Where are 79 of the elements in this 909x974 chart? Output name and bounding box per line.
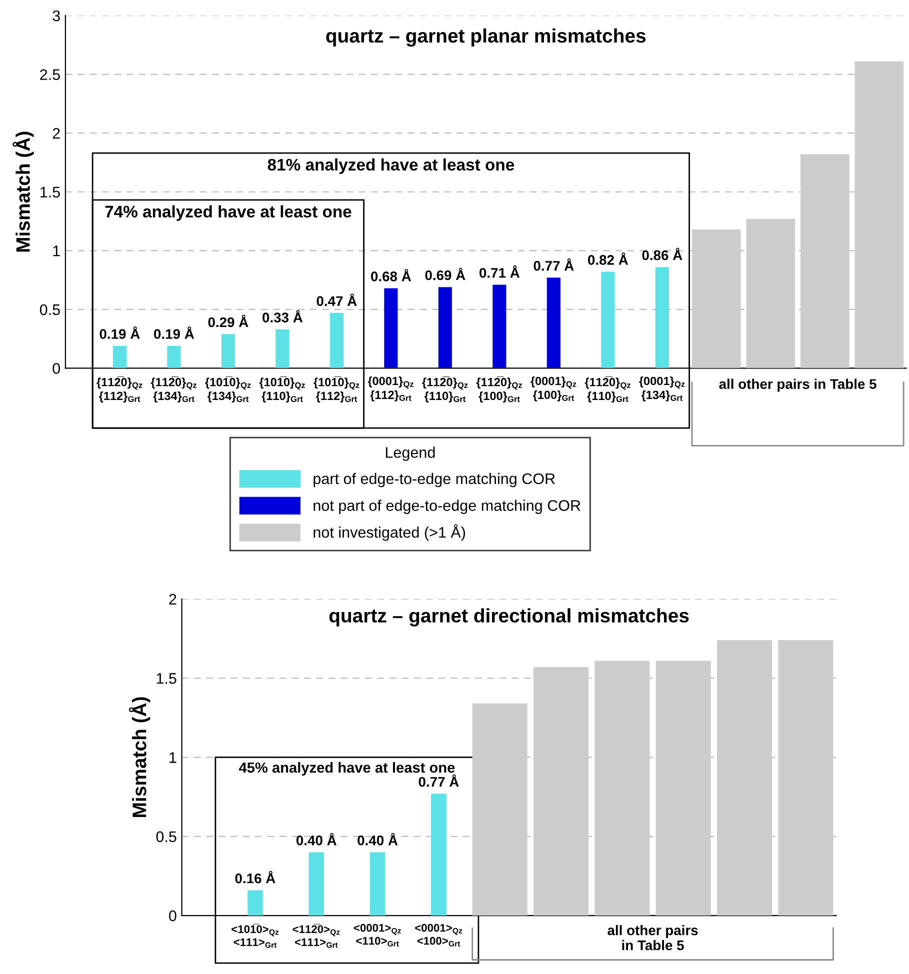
x-tick-label: {112̅0}$_{Qz}$ {112}$_{Grt}$ [96, 376, 142, 402]
data-label: 0.40 Å [358, 832, 398, 846]
bar [221, 334, 235, 368]
legend-label: not investigated (>1 Å) [314, 524, 466, 541]
bar [778, 640, 834, 916]
text: all other pairs in Table 5 [608, 925, 698, 950]
annotation: 74% analyzed have at least one [105, 205, 352, 221]
bar [431, 794, 446, 916]
x-tick-label: <112̅0>$_{Qz}$ <111>$_{Grt}$ [292, 924, 340, 948]
data-label: 0.68 Å [371, 268, 412, 282]
legend-label: part of edge-to-edge matching COR [314, 472, 555, 488]
bar [370, 852, 386, 916]
x-tick-label: {112̅0}$_{Qz}$ {134}$_{Grt}$ [150, 376, 197, 402]
bar [308, 852, 324, 916]
x-tick-label: {101̅0}$_{Qz}$ {112}$_{Grt}$ [314, 376, 360, 402]
y-tick-label: 0 [52, 363, 60, 374]
data-label: 0.40 Å [296, 832, 336, 846]
data-label: 0.16 Å [235, 870, 276, 884]
x-tick-label: {0001}$_{Qz}$ {134}$_{Grt}$ [639, 376, 685, 402]
bar [112, 346, 126, 368]
bar [854, 61, 904, 368]
y-axis-title: Mismatch (Å) [12, 132, 34, 252]
bar [438, 287, 452, 368]
data-label: 0.77 Å [418, 774, 459, 787]
bar [800, 154, 850, 368]
text: quartz – garnet planar mismatches [326, 28, 646, 47]
bar [384, 288, 398, 368]
y-tick-label: 1.5 [40, 186, 60, 198]
y-axis-title: Mismatch (Å) [128, 697, 150, 818]
text: all other pairs in Table 5 [719, 378, 876, 392]
data-label: 0.86 Å [642, 248, 682, 260]
bar [692, 229, 741, 368]
data-label: 0.82 Å [588, 252, 628, 265]
y-tick-label: 0.5 [40, 304, 60, 316]
annotation: 81% analyzed have at least one [268, 158, 514, 174]
x-tick-label: <101̅0>$_{Qz}$ <111>$_{Grt}$ [232, 924, 279, 948]
bar [492, 284, 506, 368]
data-label: 0.19 Å [100, 326, 140, 339]
x-tick-label: <0001>$_{Qz}$ <110>$_{Grt}$ [354, 924, 401, 946]
legend-title: Legend [386, 446, 435, 461]
bar [248, 890, 263, 916]
y-tick-label: 1.5 [156, 673, 176, 684]
x-tick-label: {112̅0}$_{Qz}$ {110}$_{Grt}$ [422, 376, 468, 402]
bar [717, 640, 772, 916]
bar [276, 329, 290, 368]
bar [167, 346, 181, 368]
bar [534, 667, 589, 916]
x-tick-label: {112̅0}$_{Qz}$ {110}$_{Grt}$ [584, 376, 630, 402]
y-tick-label: 2.5 [40, 69, 60, 80]
x-tick-label: <0001>$_{Qz}$ <100>$_{Grt}$ [415, 924, 462, 946]
bar [546, 278, 560, 368]
x-tick-label: {0001}$_{Qz}$ {112}$_{Grt}$ [368, 376, 414, 402]
data-label: 0.33 Å [262, 310, 303, 322]
bar [655, 267, 669, 368]
chart-title: quartz – garnet directional mismatches [329, 608, 689, 626]
y-tick-label: 1 [53, 246, 60, 256]
x-tick-label: {101̅0}$_{Qz}$ {110}$_{Grt}$ [259, 376, 305, 402]
legend-label: not part of edge-to-edge matching COR [314, 500, 580, 514]
x-tick-label: {112̅0}$_{Qz}$ {100}$_{Grt}$ [476, 376, 522, 402]
data-label: 0.71 Å [480, 265, 520, 278]
y-tick-label: 3 [52, 10, 60, 22]
data-label: 0.77 Å [534, 258, 574, 271]
bar [601, 272, 615, 368]
bar [656, 660, 711, 916]
x-tick-label: {101̅0}$_{Qz}$ {134}$_{Grt}$ [205, 376, 251, 402]
data-label: 0.19 Å [154, 326, 194, 339]
y-tick-label: 0 [169, 910, 176, 922]
y-tick-label: 2 [52, 128, 60, 139]
data-label: 0.29 Å [208, 314, 248, 328]
bar [472, 703, 528, 916]
data-label: 0.47 Å [316, 294, 357, 306]
y-tick-label: 0.5 [156, 831, 176, 842]
bar [330, 312, 344, 368]
x-tick-label: {0001}$_{Qz}$ {100}$_{Grt}$ [530, 376, 576, 402]
data-label: 0.69 Å [425, 268, 466, 280]
bar [594, 660, 650, 916]
y-tick-label: 1 [170, 752, 176, 763]
bar [746, 218, 796, 368]
y-tick-label: 2 [169, 594, 176, 605]
